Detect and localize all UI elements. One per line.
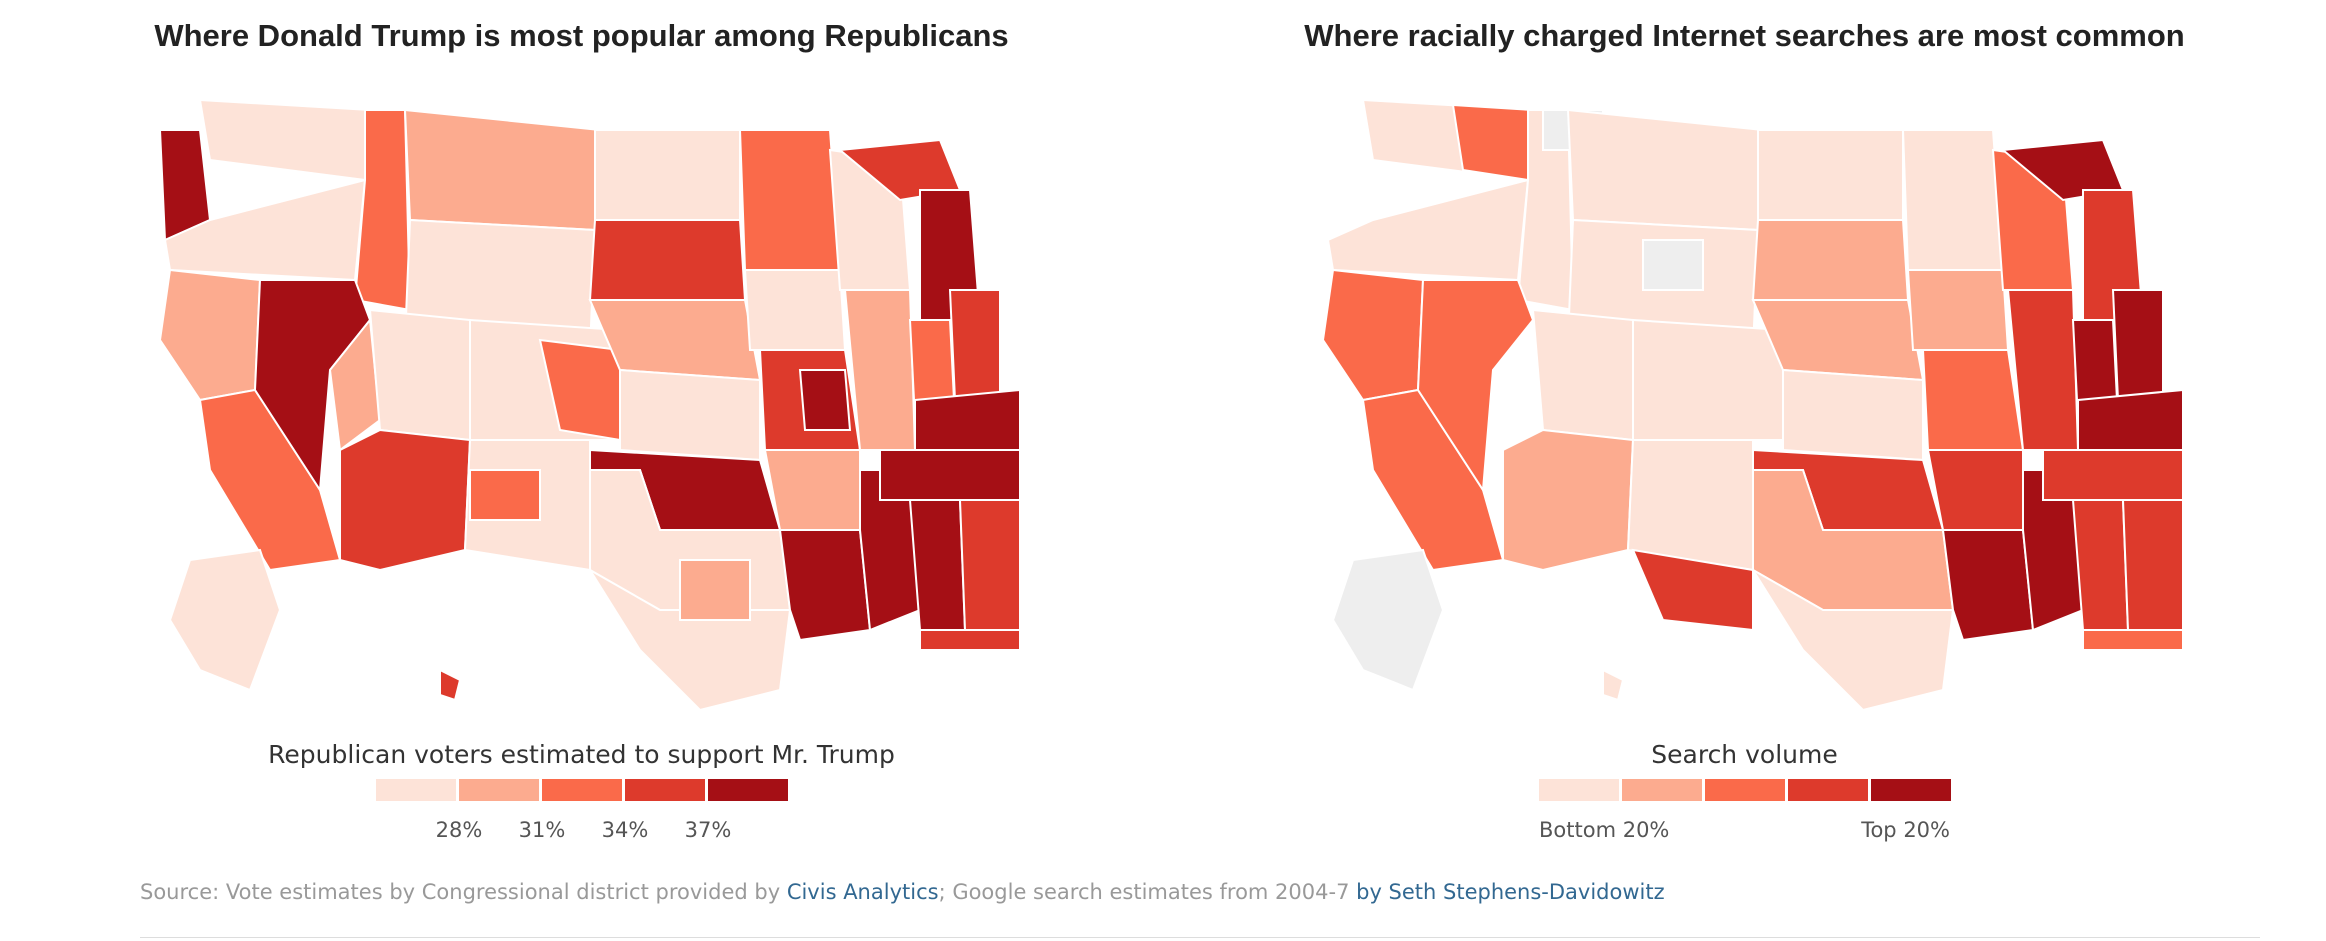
region-kansas [619, 368, 761, 462]
region-south-dakota [588, 219, 747, 301]
search-legend-swatch-5 [1870, 779, 1951, 801]
search-legend-swatch-1 [1538, 779, 1619, 801]
region-tennessee [879, 449, 1020, 501]
search-legend-scale [1538, 779, 1951, 801]
trump-map-legend: Republican voters estimated to support M… [0, 740, 1163, 848]
region-nevada [1416, 279, 1535, 493]
region-alaska [168, 548, 282, 692]
search-map-legend: Search volume Bottom 20% Top 20% [1163, 740, 2326, 848]
region-oregon [1326, 178, 1530, 282]
region-wyoming-gap [1642, 239, 1704, 291]
region-alabama [2071, 499, 2130, 631]
region-arkansas [1926, 449, 2024, 531]
search-map-title: Where racially charged Internet searches… [1304, 18, 2185, 53]
region-ohio [2111, 289, 2164, 401]
region-montana [403, 108, 602, 232]
region-arizona [339, 428, 472, 572]
region-louisiana [1941, 529, 2035, 642]
region-kentucky [2077, 388, 2183, 451]
search-legend-swatch-3 [1704, 779, 1785, 801]
region-north-dakota [594, 129, 741, 221]
search-legend-swatch-2 [1621, 779, 1702, 801]
region-ohio [948, 289, 1001, 401]
region-texas-central [679, 559, 751, 621]
trump-map-regions [158, 98, 1020, 712]
region-california-north [1321, 268, 1425, 402]
region-montana [1566, 108, 1765, 232]
region-tennessee [2042, 449, 2183, 501]
trump-legend-tick-31: 31% [518, 818, 566, 842]
region-missouri [1921, 349, 2025, 451]
region-utah [368, 308, 471, 442]
trump-legend-swatch-4 [624, 779, 705, 801]
region-new-mexico [1626, 439, 1754, 572]
region-washington-east [1451, 103, 1535, 182]
region-missouri-east [798, 369, 852, 431]
trump-support-map [158, 98, 1020, 712]
region-texas-south [589, 569, 792, 712]
region-florida-panhandle [919, 629, 1020, 651]
racial-search-map-panel: Where racially charged Internet searches… [1163, 0, 2326, 860]
source-middle: ; Google search estimates from 2004-7 [938, 880, 1357, 904]
source-prefix: Source: Vote estimates by Congressional … [140, 880, 787, 904]
search-legend-ticks: Bottom 20% Top 20% [1539, 818, 1950, 848]
region-washington [198, 98, 372, 182]
trump-support-map-panel: Where Donald Trump is most popular among… [0, 0, 1163, 860]
trump-legend-tick-28: 28% [435, 818, 483, 842]
footer-divider [140, 937, 2260, 938]
stephens-davidowitz-link[interactable]: by Seth Stephens-Davidowitz [1356, 880, 1665, 904]
region-georgia [958, 499, 1020, 631]
civis-analytics-link[interactable]: Civis Analytics [786, 880, 939, 904]
region-alaska [1331, 548, 1445, 692]
region-new-mexico-east [469, 469, 541, 521]
region-south-dakota [1751, 219, 1910, 301]
region-colorado [1632, 318, 1784, 441]
region-iowa [1906, 269, 2010, 351]
region-north-dakota [1757, 129, 1904, 221]
region-utah [1531, 308, 1634, 442]
trump-legend-swatch-1 [375, 779, 456, 801]
trump-legend-scale [375, 779, 788, 801]
search-legend-title: Search volume [1651, 740, 1838, 769]
region-louisiana [778, 529, 872, 642]
region-idaho [353, 109, 412, 312]
trump-legend-title: Republican voters estimated to support M… [268, 740, 895, 769]
region-georgia [2121, 499, 2183, 631]
region-alabama [908, 499, 967, 631]
region-florida-panhandle [2082, 629, 2183, 651]
trump-legend-swatch-2 [458, 779, 539, 801]
trump-legend-swatch-5 [707, 779, 788, 801]
trump-legend-swatch-3 [541, 779, 622, 801]
region-minnesota [738, 129, 842, 271]
search-map-regions [1321, 98, 2183, 712]
search-legend-tick-bottom: Bottom 20% [1539, 818, 1670, 842]
region-hawaii [1602, 668, 1625, 702]
search-legend-swatch-4 [1787, 779, 1868, 801]
region-iowa [743, 269, 847, 351]
trump-map-title: Where Donald Trump is most popular among… [154, 18, 1009, 53]
region-arkansas [763, 449, 861, 531]
search-legend-tick-top: Top 20% [1861, 818, 1950, 842]
region-kentucky [914, 388, 1020, 451]
region-arizona [1502, 428, 1635, 572]
trump-legend-ticks: 28% 31% 34% 37% [376, 818, 787, 848]
racial-search-map [1321, 98, 2183, 712]
region-hawaii [439, 668, 462, 702]
trump-legend-tick-34: 34% [601, 818, 649, 842]
source-credit: Source: Vote estimates by Congressional … [140, 880, 1665, 904]
trump-legend-tick-37: 37% [684, 818, 732, 842]
region-minnesota [1901, 129, 2005, 271]
region-texas-south [1752, 569, 1955, 712]
region-california-north [158, 268, 262, 402]
region-kansas [1782, 368, 1924, 462]
region-texas-west [1631, 548, 1754, 632]
